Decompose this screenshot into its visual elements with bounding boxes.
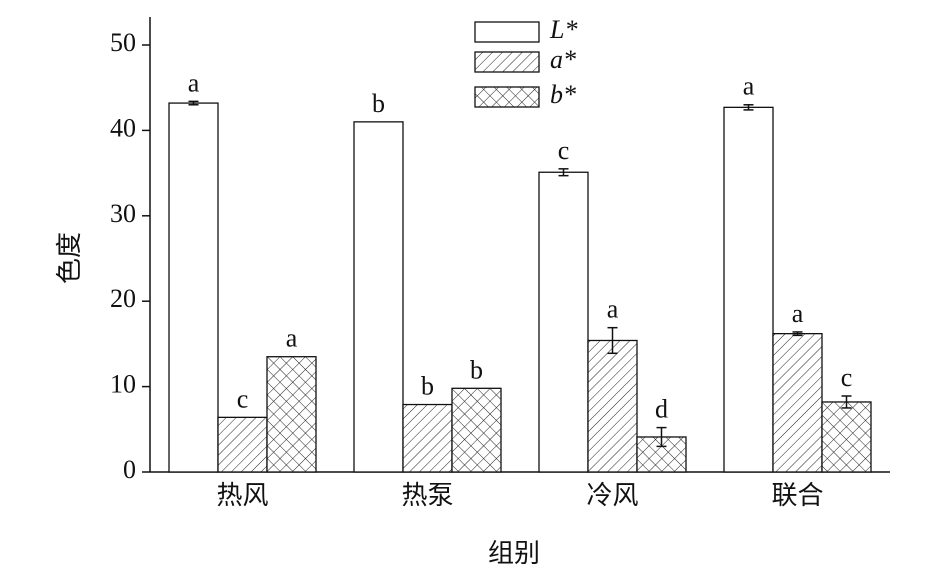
x-axis-label: 组别 bbox=[488, 539, 540, 568]
significance-letter: b bbox=[421, 372, 434, 401]
error-bar bbox=[188, 100, 199, 106]
bar bbox=[402, 403, 453, 473]
x-tick-label: 联合 bbox=[771, 481, 823, 510]
error-bar bbox=[743, 104, 754, 111]
y-tick-label: 0 bbox=[123, 455, 136, 484]
significance-letter: c bbox=[558, 136, 570, 165]
bar bbox=[217, 416, 268, 473]
bar bbox=[723, 106, 774, 473]
significance-letter: a bbox=[792, 299, 804, 328]
bar bbox=[587, 339, 638, 473]
legend-swatch bbox=[474, 51, 540, 73]
error-bar bbox=[558, 168, 569, 177]
significance-letter: a bbox=[743, 72, 755, 101]
error-bar bbox=[607, 326, 618, 355]
legend-swatch bbox=[474, 86, 540, 108]
significance-letter: b bbox=[372, 89, 385, 118]
y-tick-label: 20 bbox=[110, 284, 136, 313]
bar bbox=[821, 401, 872, 473]
significance-letter: d bbox=[655, 395, 668, 424]
significance-letter: a bbox=[188, 68, 200, 97]
legend-label: b* bbox=[550, 80, 576, 109]
legend-label: L* bbox=[549, 15, 577, 44]
legend-label: a* bbox=[550, 45, 576, 74]
error-bar bbox=[656, 426, 667, 448]
y-tick-label: 50 bbox=[110, 28, 136, 57]
significance-letter: c bbox=[237, 384, 249, 413]
bar bbox=[772, 333, 823, 473]
bar bbox=[353, 121, 404, 473]
error-bar bbox=[841, 395, 852, 409]
bar bbox=[451, 387, 502, 473]
error-bar bbox=[792, 331, 803, 337]
significance-letter: a bbox=[607, 295, 619, 324]
significance-letter: c bbox=[841, 363, 853, 392]
y-tick-label: 30 bbox=[110, 199, 136, 228]
x-tick-label: 热泵 bbox=[401, 481, 453, 510]
y-axis-label: 色度 bbox=[55, 232, 84, 284]
bar bbox=[266, 356, 317, 473]
x-tick-label: 热风 bbox=[216, 481, 268, 510]
bar bbox=[168, 102, 219, 473]
legend-swatch bbox=[474, 21, 540, 43]
significance-letter: b bbox=[470, 355, 483, 384]
bar bbox=[538, 171, 589, 473]
x-tick-label: 冷风 bbox=[586, 481, 638, 510]
y-tick-label: 10 bbox=[110, 370, 136, 399]
significance-letter: a bbox=[286, 324, 298, 353]
y-tick-label: 40 bbox=[110, 113, 136, 142]
